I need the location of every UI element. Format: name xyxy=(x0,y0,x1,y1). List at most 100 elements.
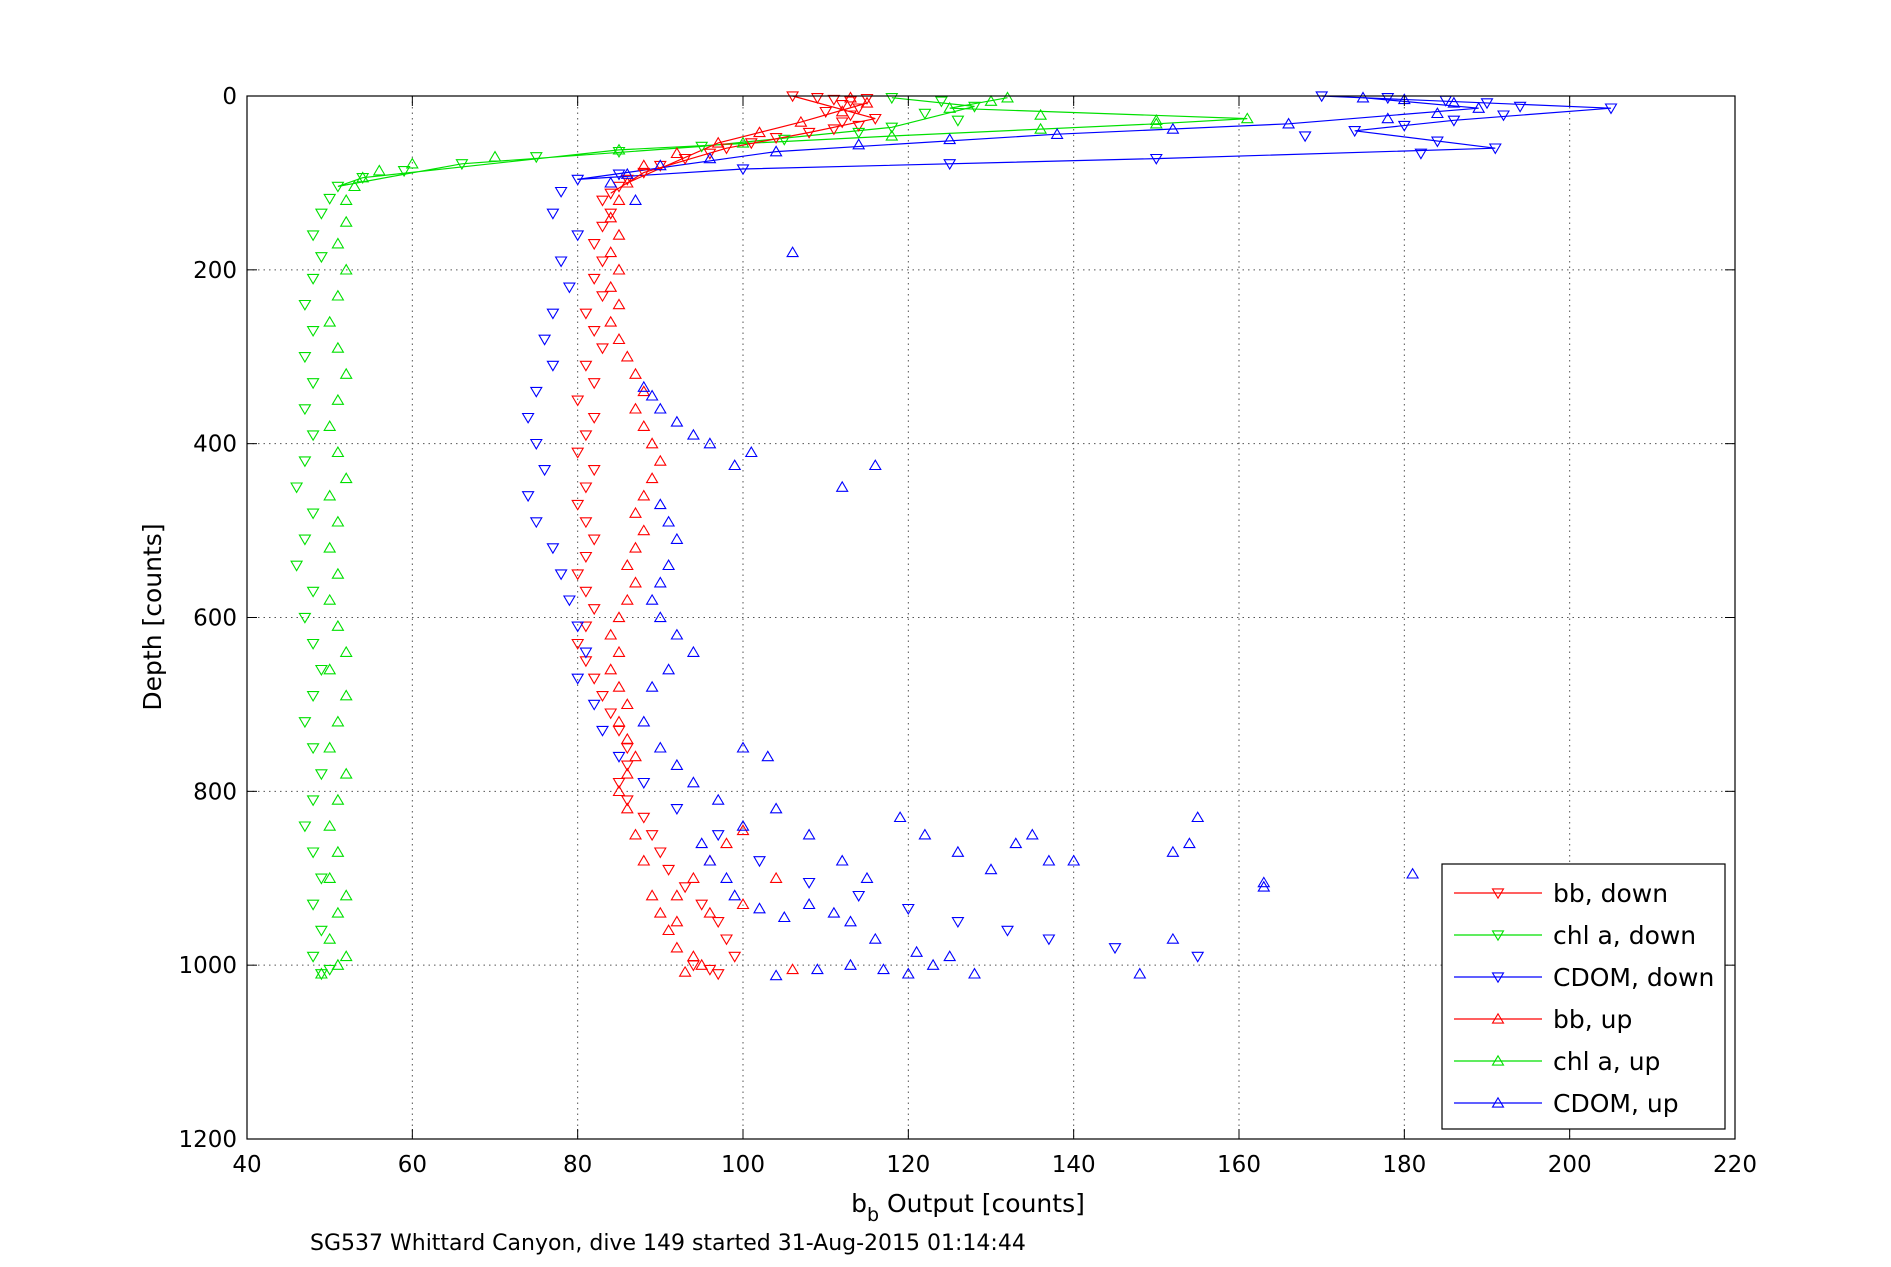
data-point xyxy=(794,115,808,127)
data-point xyxy=(1480,98,1494,110)
data-point xyxy=(314,252,328,264)
data-point xyxy=(844,958,857,970)
data-point xyxy=(571,395,585,407)
legend-entry: bb, down xyxy=(1454,879,1668,908)
y-tick-label: 400 xyxy=(193,432,237,458)
data-point xyxy=(695,899,709,911)
data-point xyxy=(562,282,576,294)
data-point xyxy=(802,127,816,139)
y-tick-label: 800 xyxy=(193,779,237,805)
data-point xyxy=(885,129,899,141)
data-point xyxy=(331,906,345,918)
data-point xyxy=(339,367,353,379)
data-point xyxy=(298,456,312,468)
data-point xyxy=(885,122,899,134)
data-point xyxy=(554,569,568,581)
data-point xyxy=(314,769,328,781)
data-point xyxy=(620,767,634,779)
data-point xyxy=(620,698,634,710)
data-point xyxy=(860,96,874,108)
data-point xyxy=(769,871,783,883)
data-point xyxy=(314,208,328,220)
legend-label: CDOM, up xyxy=(1553,1089,1679,1118)
data-point xyxy=(835,100,849,111)
data-point xyxy=(298,534,312,546)
data-point xyxy=(1042,854,1056,866)
data-point xyxy=(860,871,874,883)
data-point xyxy=(612,194,626,205)
data-point xyxy=(579,430,593,442)
legend-entry: CDOM, down xyxy=(1454,963,1714,992)
data-point xyxy=(323,741,337,753)
data-point xyxy=(728,889,742,901)
x-tick-label: 100 xyxy=(721,1152,765,1178)
data-point xyxy=(1009,837,1023,849)
data-point xyxy=(397,166,411,178)
data-point xyxy=(670,758,684,770)
data-point xyxy=(306,273,320,285)
data-point xyxy=(637,159,651,171)
data-point xyxy=(852,120,866,132)
series-connector-line xyxy=(577,95,1612,180)
data-point xyxy=(306,586,320,598)
data-point xyxy=(1381,112,1395,124)
data-point xyxy=(943,133,957,145)
data-point xyxy=(306,508,320,520)
data-point xyxy=(356,171,370,183)
data-point xyxy=(653,160,667,172)
data-point xyxy=(686,428,700,440)
data-point xyxy=(314,873,328,885)
data-point xyxy=(629,402,642,414)
data-point xyxy=(323,964,337,976)
data-point xyxy=(298,612,312,624)
data-point xyxy=(331,446,345,458)
data-point xyxy=(653,454,667,466)
x-tick-label: 140 xyxy=(1052,1152,1096,1178)
data-point xyxy=(323,315,337,327)
data-point xyxy=(339,645,353,657)
data-point xyxy=(629,194,642,205)
data-point xyxy=(703,906,717,918)
data-point xyxy=(736,741,750,753)
data-point xyxy=(604,208,618,220)
data-point xyxy=(901,903,915,915)
data-point xyxy=(753,902,766,914)
data-point xyxy=(306,795,320,807)
x-tick-label: 220 xyxy=(1713,1152,1757,1178)
data-point xyxy=(579,551,593,563)
data-point xyxy=(331,181,345,193)
data-point xyxy=(637,167,651,179)
legend-label: bb, down xyxy=(1553,879,1668,908)
series-connector-line xyxy=(627,102,868,184)
data-point xyxy=(579,482,593,494)
data-point xyxy=(1257,876,1271,888)
data-point xyxy=(331,289,345,301)
data-point xyxy=(629,367,642,379)
data-point xyxy=(579,621,593,633)
data-point xyxy=(1497,110,1510,122)
data-point xyxy=(868,932,882,944)
data-point xyxy=(852,138,866,150)
data-point xyxy=(604,663,618,675)
data-point xyxy=(695,958,709,970)
data-point xyxy=(711,830,725,842)
x-tick-label: 60 xyxy=(398,1152,427,1178)
data-point xyxy=(951,845,965,857)
data-point xyxy=(670,804,684,815)
data-point xyxy=(653,402,667,414)
data-point xyxy=(331,845,345,857)
data-point xyxy=(711,969,725,981)
data-point xyxy=(331,567,345,579)
data-point xyxy=(736,819,750,831)
legend-entry: bb, up xyxy=(1454,1005,1632,1034)
data-point xyxy=(331,515,345,527)
data-points xyxy=(290,91,1618,981)
data-point xyxy=(984,94,998,106)
data-point xyxy=(1034,122,1048,134)
data-point xyxy=(736,136,750,148)
data-point xyxy=(1447,96,1461,108)
data-point xyxy=(314,969,328,981)
data-point xyxy=(604,246,618,258)
data-point xyxy=(893,811,907,823)
data-point xyxy=(686,871,700,883)
